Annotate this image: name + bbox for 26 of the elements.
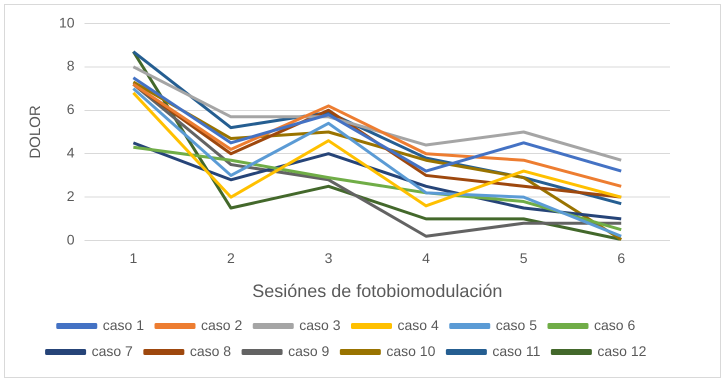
legend-label: caso 4 <box>398 316 439 333</box>
legend-label: caso 5 <box>496 316 538 333</box>
legend-label: caso 9 <box>288 342 330 359</box>
x-tick-label: 1 <box>129 250 138 266</box>
x-tick-label: 6 <box>617 250 626 266</box>
legend-label: caso 2 <box>201 316 242 333</box>
legend-label: caso 8 <box>190 342 232 359</box>
y-tick-label: 6 <box>66 101 75 118</box>
y-tick-label: 2 <box>66 188 75 204</box>
y-axis-title: DOLOR <box>27 105 44 159</box>
legend-label: caso 7 <box>92 342 134 359</box>
x-tick-label: 5 <box>520 250 528 266</box>
y-tick-label: 10 <box>58 14 75 30</box>
y-tick-label: 4 <box>66 144 75 161</box>
legend-label: caso 1 <box>102 316 144 333</box>
legend-label: caso 12 <box>597 342 647 359</box>
x-axis-title: Sesiónes de fotobiomodulación <box>252 281 502 302</box>
x-tick-label: 2 <box>227 250 236 266</box>
legend-label: caso 3 <box>299 316 341 333</box>
legend-label: caso 10 <box>386 342 436 359</box>
x-tick-label: 3 <box>324 250 333 266</box>
y-tick-label: 8 <box>66 58 75 74</box>
legend-label: caso 6 <box>594 316 636 333</box>
legend-label: caso 11 <box>492 342 541 359</box>
y-tick-label: 0 <box>66 231 75 248</box>
x-tick-label: 4 <box>422 250 430 266</box>
